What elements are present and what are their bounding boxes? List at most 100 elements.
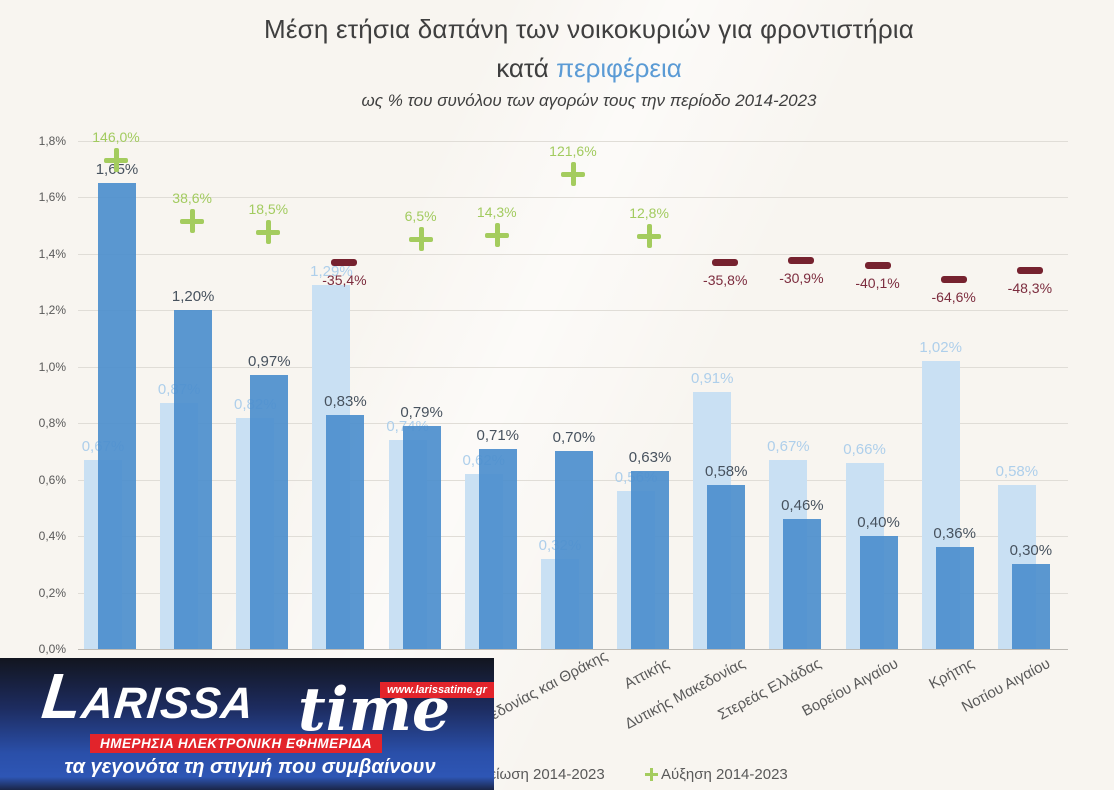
decrease-marker-icon — [1016, 266, 1043, 274]
change-label-decrease: -40,1% — [855, 274, 900, 291]
change-label-increase: 6,5% — [404, 208, 437, 225]
chart-title-line2-prefix: κατά — [496, 53, 557, 83]
bar-group: 0,62%0,71%14,3% — [459, 141, 535, 649]
y-axis-label: 1,4% — [38, 246, 66, 261]
bar-group: 0,56%0,63%12,8% — [611, 141, 687, 649]
change-label-increase: 146,0% — [92, 128, 140, 145]
y-axis-label: 1,8% — [38, 134, 66, 148]
bar-dark-series — [478, 448, 517, 649]
bar-group: 1,29% 0,83% -35,4% — [306, 141, 382, 649]
chart-title-line1: Μέση ετήσια δαπάνη των νοικοκυριών για φ… — [263, 14, 915, 44]
bar-dark-series — [174, 310, 213, 649]
y-axis-label: 0,0% — [38, 642, 66, 656]
change-label-increase: 38,6% — [172, 189, 212, 206]
increase-marker-icon — [637, 223, 662, 248]
bar-group: 0,91% 0,58% -35,8% — [687, 141, 763, 649]
title-block: Μέση ετήσια δαπάνη των νοικοκυριών για φ… — [0, 14, 1114, 111]
bar-group: 0,74%0,79%6,5% — [383, 141, 459, 649]
value-label-dark: 0,83% — [324, 392, 367, 410]
decrease-marker-icon — [331, 259, 358, 267]
gridline — [78, 141, 1068, 142]
increase-marker-icon — [408, 227, 433, 252]
plot-area: 0,0% 0,2% 0,4% 0,6% 0,8% 1,0% 1,2% 1,4% 1,6% 1,8%… — [39, 129, 1068, 773]
gridline — [78, 649, 1068, 650]
bar-dark-series — [554, 451, 593, 649]
larissatime-logo: LARISSA time www.larissatime.gr ΗΜΕΡΗΣΙΑ… — [0, 658, 494, 790]
increase-marker-icon — [256, 220, 281, 245]
value-label-light: 0,67% — [767, 437, 810, 455]
value-label-light: 1,29% — [310, 262, 353, 280]
bar-group: 1,02% 0,36% -64,6% — [916, 141, 992, 649]
bar-dark-series — [631, 471, 670, 649]
gridline — [78, 253, 1068, 255]
chart-title-line2-highlight: περιφέρεια — [556, 53, 682, 83]
bar-dark-series — [935, 547, 974, 649]
bar-group: 0,67%1,65%146,0% — [78, 129, 154, 649]
gridline — [78, 366, 1068, 368]
gridline — [78, 197, 1068, 199]
bar-group: 0,32%0,70%121,6% — [535, 141, 611, 649]
y-axis-label: 1,6% — [38, 190, 66, 205]
chart-title-line2: κατά περιφέρεια — [64, 53, 1114, 84]
logo-banner-text: ΗΜΕΡΗΣΙΑ ΗΛΕΚΤΡΟΝΙΚΗ ΕΦΗΜΕΡΙΔΑ — [90, 734, 383, 753]
decrease-marker-icon — [712, 259, 739, 267]
logo-url-badge: www.larissatime.gr — [380, 682, 494, 698]
value-label-dark: 1,20% — [171, 288, 215, 306]
value-label-dark: 0,79% — [400, 404, 443, 422]
change-label-increase: 18,5% — [248, 201, 289, 218]
value-label-dark: 0,58% — [704, 463, 748, 481]
change-label-increase: 14,3% — [476, 203, 517, 220]
logo-tagline: τα γεγονότα τη στιγμή που συμβαίνουν — [64, 756, 436, 778]
value-label-light: 1,02% — [919, 339, 962, 357]
increase-marker-icon — [180, 208, 205, 233]
value-label-light: 0,91% — [690, 370, 734, 388]
value-label-light: 0,58% — [995, 463, 1039, 481]
legend-item-increase: Αύξηση 2014-2023 — [645, 766, 788, 783]
y-axis-label: 0,4% — [38, 529, 66, 544]
bar-dark-series — [859, 536, 898, 649]
gridline — [78, 310, 1068, 312]
bar-dark-series — [250, 375, 289, 649]
bar-group: 0,58% 0,30% -48,3% — [992, 141, 1068, 649]
change-label-decrease: -64,6% — [931, 288, 976, 305]
bar-dark-series — [1011, 564, 1050, 649]
bar-dark-series — [98, 183, 136, 649]
change-label-increase: 121,6% — [549, 142, 597, 159]
y-axis-label: 1,2% — [38, 303, 66, 318]
increase-marker-icon — [104, 147, 128, 172]
bar-dark-series — [707, 485, 746, 649]
decrease-marker-icon — [788, 256, 815, 264]
gridline — [78, 423, 1068, 425]
change-label-decrease: -35,8% — [703, 272, 748, 289]
increase-marker-icon — [484, 222, 509, 247]
change-label-decrease: -35,4% — [322, 272, 367, 289]
bar-dark-series — [326, 414, 365, 649]
decrease-marker-icon — [940, 275, 967, 283]
decrease-marker-icon — [864, 261, 891, 269]
legend-decrease-label: Μείωση 2014-2023 — [477, 766, 605, 783]
value-label-light: 0,66% — [843, 440, 886, 458]
value-label-dark: 0,70% — [552, 429, 596, 447]
increase-plus-icon — [645, 768, 658, 781]
value-label-dark: 0,71% — [476, 426, 520, 444]
legend-increase-label: Αύξηση 2014-2023 — [661, 766, 788, 783]
value-label-dark: 0,97% — [248, 353, 291, 371]
bar-dark-series — [402, 426, 441, 649]
increase-marker-icon — [560, 161, 585, 186]
value-label-dark: 0,40% — [857, 514, 900, 532]
value-label-dark: 0,46% — [781, 497, 824, 515]
y-axis-label: 0,6% — [38, 472, 66, 487]
value-label-dark: 0,36% — [933, 525, 976, 543]
chart-subtitle: ως % του συνόλου των αγορών τους την περ… — [361, 91, 817, 110]
bar-group: 0,67% 0,46% -30,9% — [763, 141, 839, 649]
bar-dark-series — [783, 519, 822, 649]
bar-group: 0,87%1,20%38,6% — [154, 141, 230, 649]
change-label-decrease: -48,3% — [1007, 279, 1053, 296]
change-label-increase: 12,8% — [629, 204, 669, 221]
y-axis-label: 0,2% — [38, 585, 66, 600]
bar-group: 0,82%0,97%18,5% — [230, 141, 306, 649]
bar-group: 0,66% 0,40% -40,1% — [840, 141, 916, 649]
logo-brand-text: LARISSA — [38, 660, 257, 732]
y-axis-label: 1,0% — [38, 359, 66, 374]
